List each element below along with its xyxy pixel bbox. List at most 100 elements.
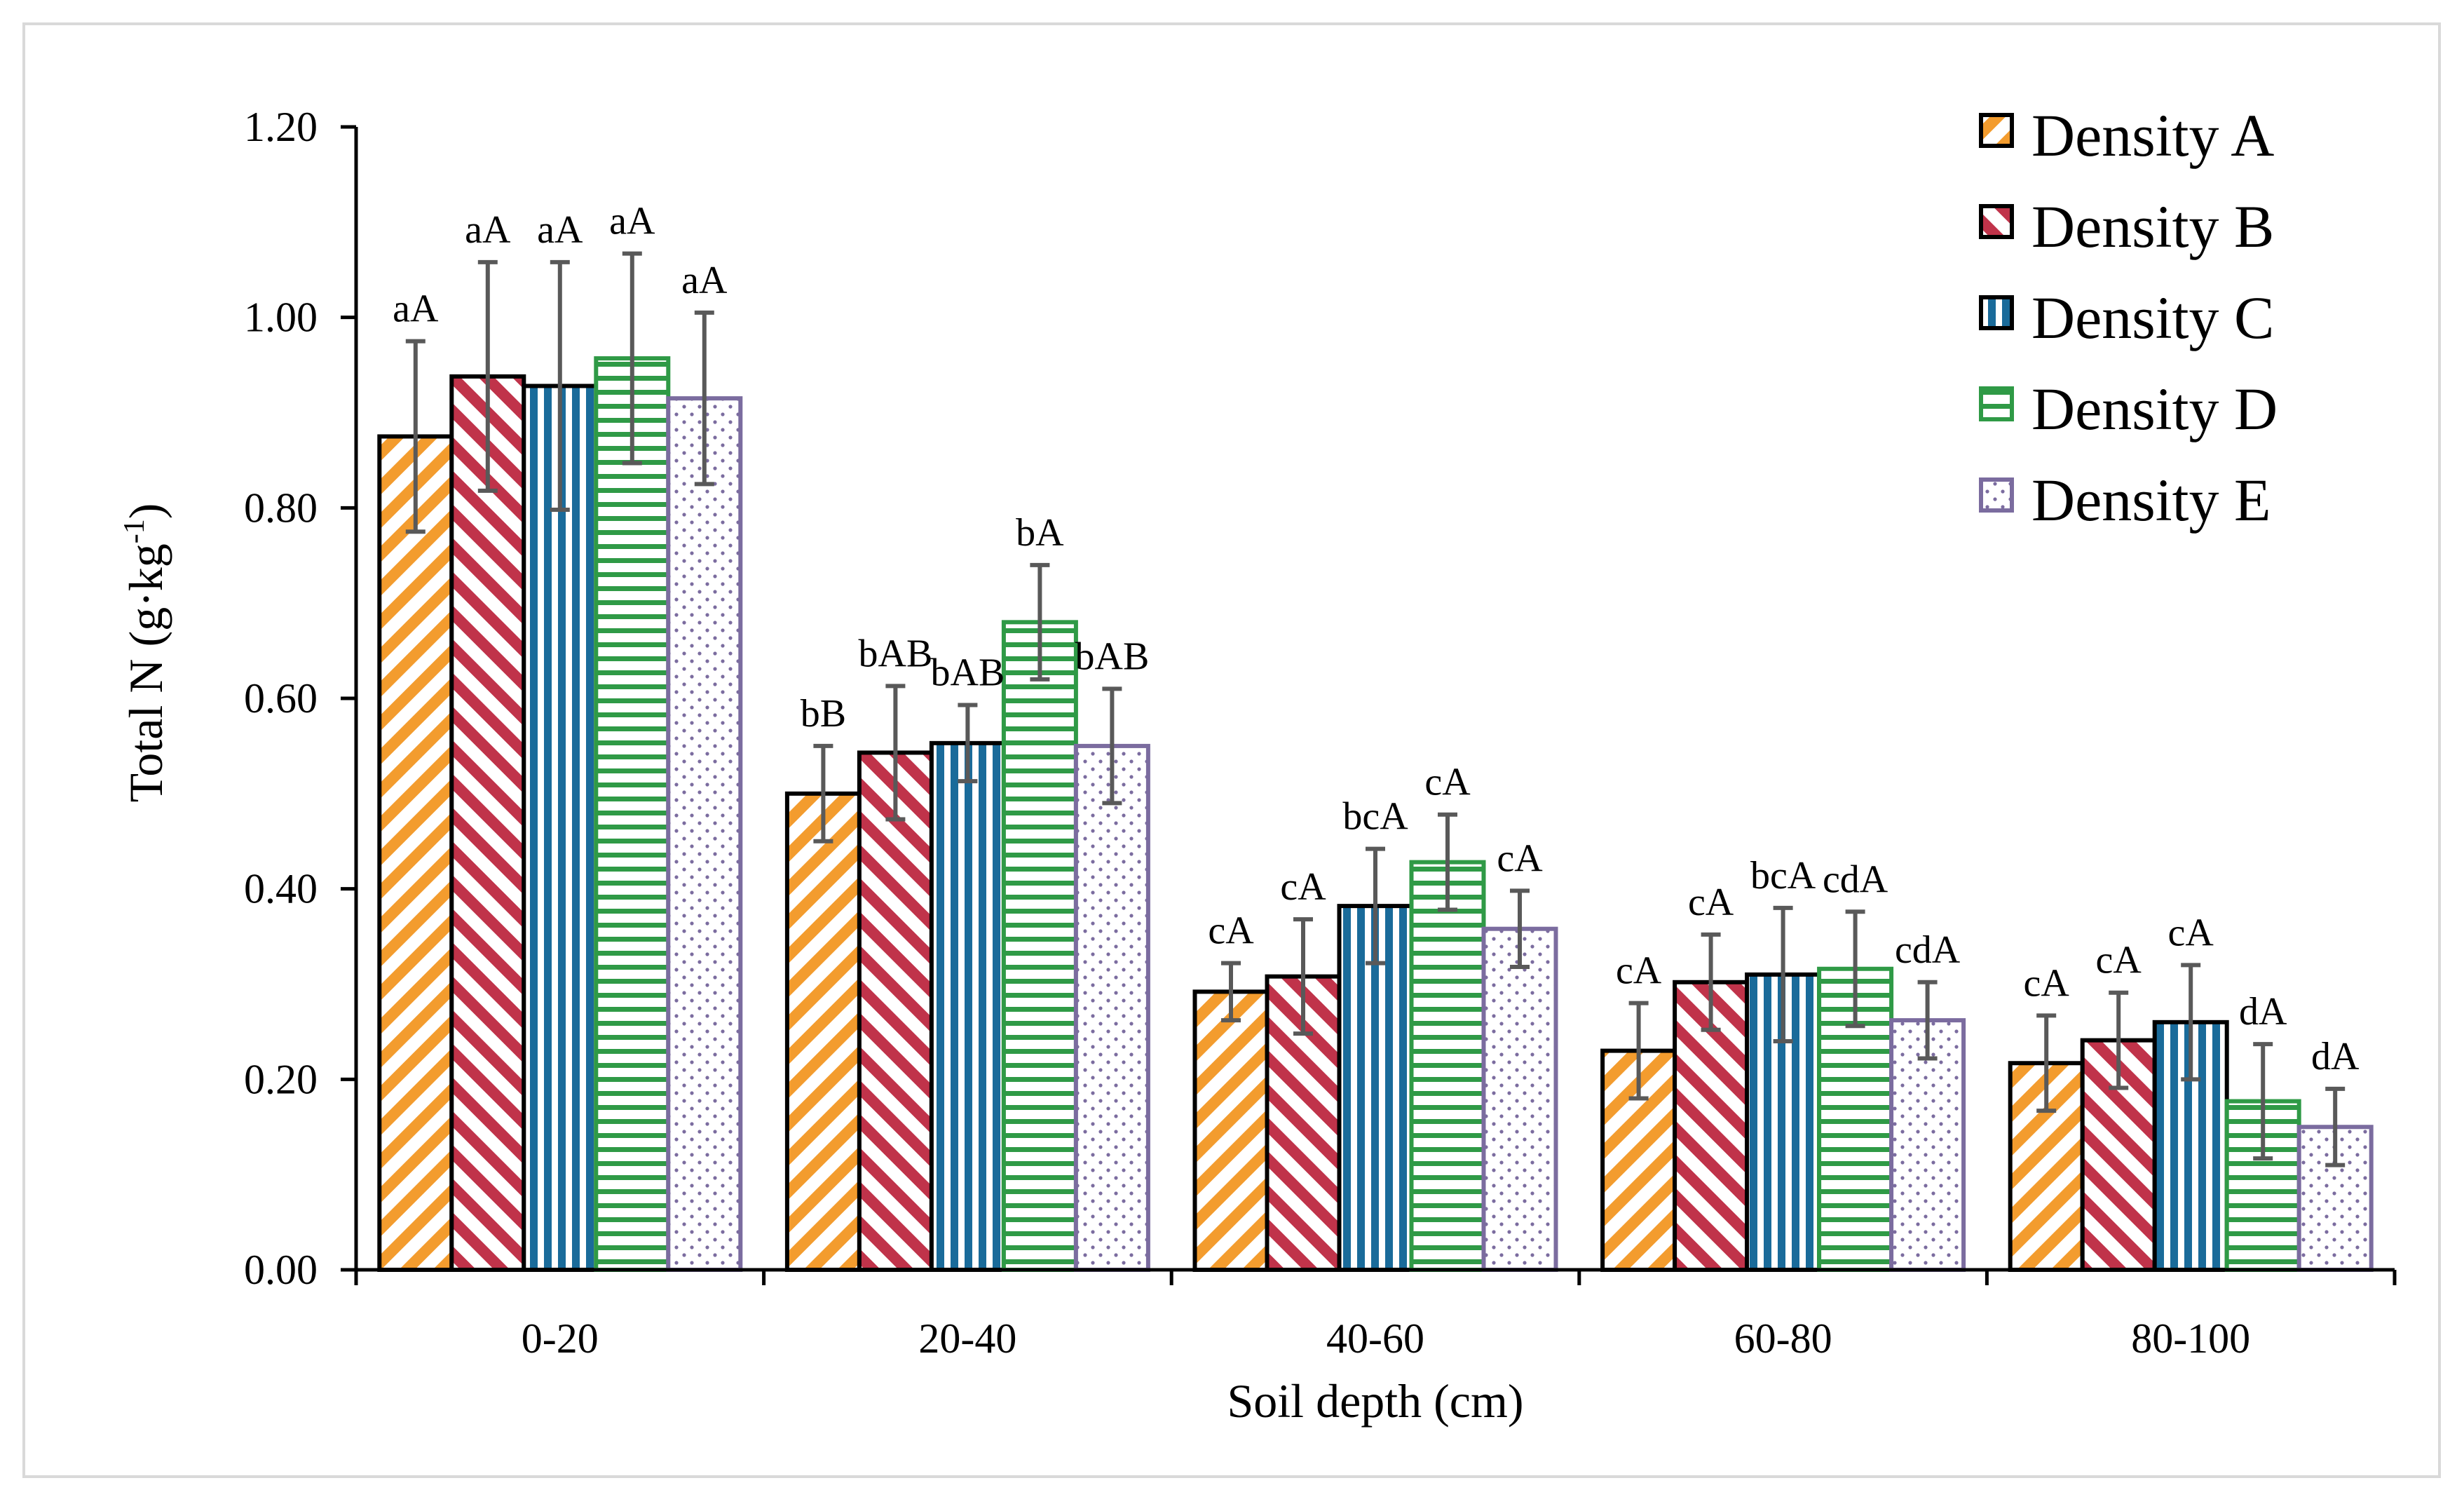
legend: Density A Density B Density C Density D Dens… — [1979, 102, 2278, 534]
legend-entry: Density C — [1979, 284, 2274, 351]
bar-density-a-20-40 — [784, 791, 862, 1273]
bar-chart: aA bB cA cA cA aA bAB cA cA cA aA bAB bcA bcA cA aA bA cA… — [118, 102, 2397, 1428]
significance-label: cA — [1208, 909, 1254, 953]
error-bar — [477, 259, 498, 493]
legend-entry: Density E — [1979, 466, 2271, 534]
significance-label: dA — [2239, 990, 2287, 1034]
significance-label: aA — [393, 287, 439, 331]
error-bar — [1293, 917, 1313, 1036]
legend-label: Density A — [2031, 102, 2274, 169]
x-axis-title: Soil depth (cm) — [1227, 1374, 1523, 1428]
bar-density-a-0-20 — [377, 434, 454, 1272]
error-bar — [1438, 812, 1457, 912]
bar-density-e-0-20 — [666, 396, 743, 1272]
significance-label: bcA — [1750, 854, 1816, 897]
significance-label: bAB — [931, 651, 1005, 695]
significance-label: cA — [1424, 761, 1471, 804]
error-bar — [2036, 1013, 2057, 1113]
error-bar — [1917, 980, 1938, 1061]
error-bar — [1845, 909, 1865, 1029]
significance-labels-layer: aA bB cA cA cA aA bAB cA cA cA aA bAB bcA bcA cA aA bA cA… — [393, 200, 2360, 1078]
bars-layer — [377, 356, 2374, 1273]
error-bar — [2325, 1086, 2346, 1167]
significance-label: cA — [2168, 911, 2214, 954]
significance-label: cA — [1688, 881, 1734, 924]
legend-swatch — [1979, 204, 2014, 239]
bar-density-e-60-80 — [1889, 1018, 1966, 1273]
chart-frame: aA bB cA cA cA aA bAB cA cA cA aA bAB bcA bcA cA aA bA cA… — [22, 22, 2441, 1478]
error-bar — [1701, 932, 1721, 1032]
error-bar — [2253, 1042, 2273, 1161]
error-bar — [694, 310, 714, 487]
bar-density-d-0-20 — [594, 356, 671, 1273]
legend-swatch — [1979, 113, 2014, 148]
y-axis-title-end: ) — [119, 503, 172, 520]
legend-swatch — [1979, 477, 2014, 513]
error-bar — [813, 743, 833, 844]
significance-label: cdA — [1895, 928, 1961, 972]
x-tick-label: 60-80 — [1734, 1315, 1832, 1362]
significance-label: bA — [1016, 511, 1064, 555]
error-bar — [1102, 686, 1122, 806]
x-tick-label: 40-60 — [1326, 1315, 1424, 1362]
bar-density-e-40-60 — [1481, 926, 1558, 1272]
significance-label: cA — [1497, 836, 1543, 880]
error-bar — [1510, 888, 1530, 970]
error-bar — [1628, 1001, 1649, 1101]
significance-label: aA — [609, 200, 655, 243]
error-bar — [1366, 846, 1385, 966]
legend-entry: Density D — [1979, 375, 2278, 442]
y-axis-title: Total N (g·kg-1) — [118, 503, 172, 803]
error-bar — [1773, 905, 1793, 1043]
bar-density-e-20-40 — [1073, 743, 1150, 1272]
error-bar — [1030, 562, 1050, 682]
error-bar — [2181, 963, 2201, 1082]
bar-density-c-0-20 — [522, 384, 599, 1272]
significance-label: bAB — [1075, 635, 1150, 678]
legend-label: Density C — [2031, 284, 2274, 351]
bar-density-d-20-40 — [1001, 620, 1078, 1272]
legend-label: Density B — [2031, 193, 2274, 260]
error-bar — [550, 259, 570, 513]
legend-entry: Density B — [1979, 193, 2274, 260]
y-tick-label: 0.60 — [244, 675, 318, 721]
y-tick-label: 0.20 — [244, 1056, 318, 1102]
significance-label: bB — [801, 692, 846, 736]
error-bars-layer — [405, 251, 2346, 1167]
significance-label: cA — [2096, 939, 2142, 982]
significance-label: aA — [465, 208, 511, 252]
significance-label: dA — [2311, 1035, 2360, 1078]
x-tick-label: 20-40 — [918, 1315, 1016, 1362]
y-tick-label: 1.20 — [244, 104, 318, 150]
significance-label: aA — [681, 259, 728, 302]
legend-swatch — [1979, 295, 2014, 330]
significance-label: cA — [1280, 865, 1326, 909]
error-bar — [958, 703, 978, 784]
x-tick-label: 0-20 — [522, 1315, 599, 1362]
legend-label: Density E — [2031, 466, 2271, 534]
error-bar — [1221, 961, 1241, 1023]
legend-entry: Density A — [1979, 102, 2274, 169]
y-axis-title-main: Total N (g·kg — [119, 543, 172, 802]
x-tick-label: 80-100 — [2131, 1315, 2250, 1362]
legend-swatch — [1979, 386, 2014, 421]
significance-label: cA — [1616, 949, 1662, 993]
significance-label: cdA — [1823, 858, 1888, 901]
significance-label: bAB — [859, 632, 933, 675]
y-axis-title-exponent: -1 — [118, 519, 151, 543]
y-tick-label: 0.80 — [244, 485, 318, 531]
y-tick-label: 0.00 — [244, 1247, 318, 1293]
error-bar — [622, 251, 642, 466]
bar-density-d-40-60 — [1409, 860, 1486, 1272]
significance-label: cA — [2024, 961, 2070, 1005]
bar-density-c-20-40 — [929, 740, 1006, 1272]
significance-label: bcA — [1342, 795, 1408, 839]
significance-label: aA — [537, 208, 583, 252]
axes-layer: 0.00 0.20 0.40 0.60 0.80 1.00 1.20 0-20 20-40 40-… — [244, 104, 2397, 1362]
error-bar — [405, 339, 426, 534]
error-bar — [2109, 990, 2129, 1090]
bar-density-b-20-40 — [857, 750, 934, 1273]
legend-label: Density D — [2031, 375, 2278, 442]
bar-density-a-40-60 — [1192, 989, 1270, 1273]
bar-density-b-0-20 — [449, 374, 526, 1273]
